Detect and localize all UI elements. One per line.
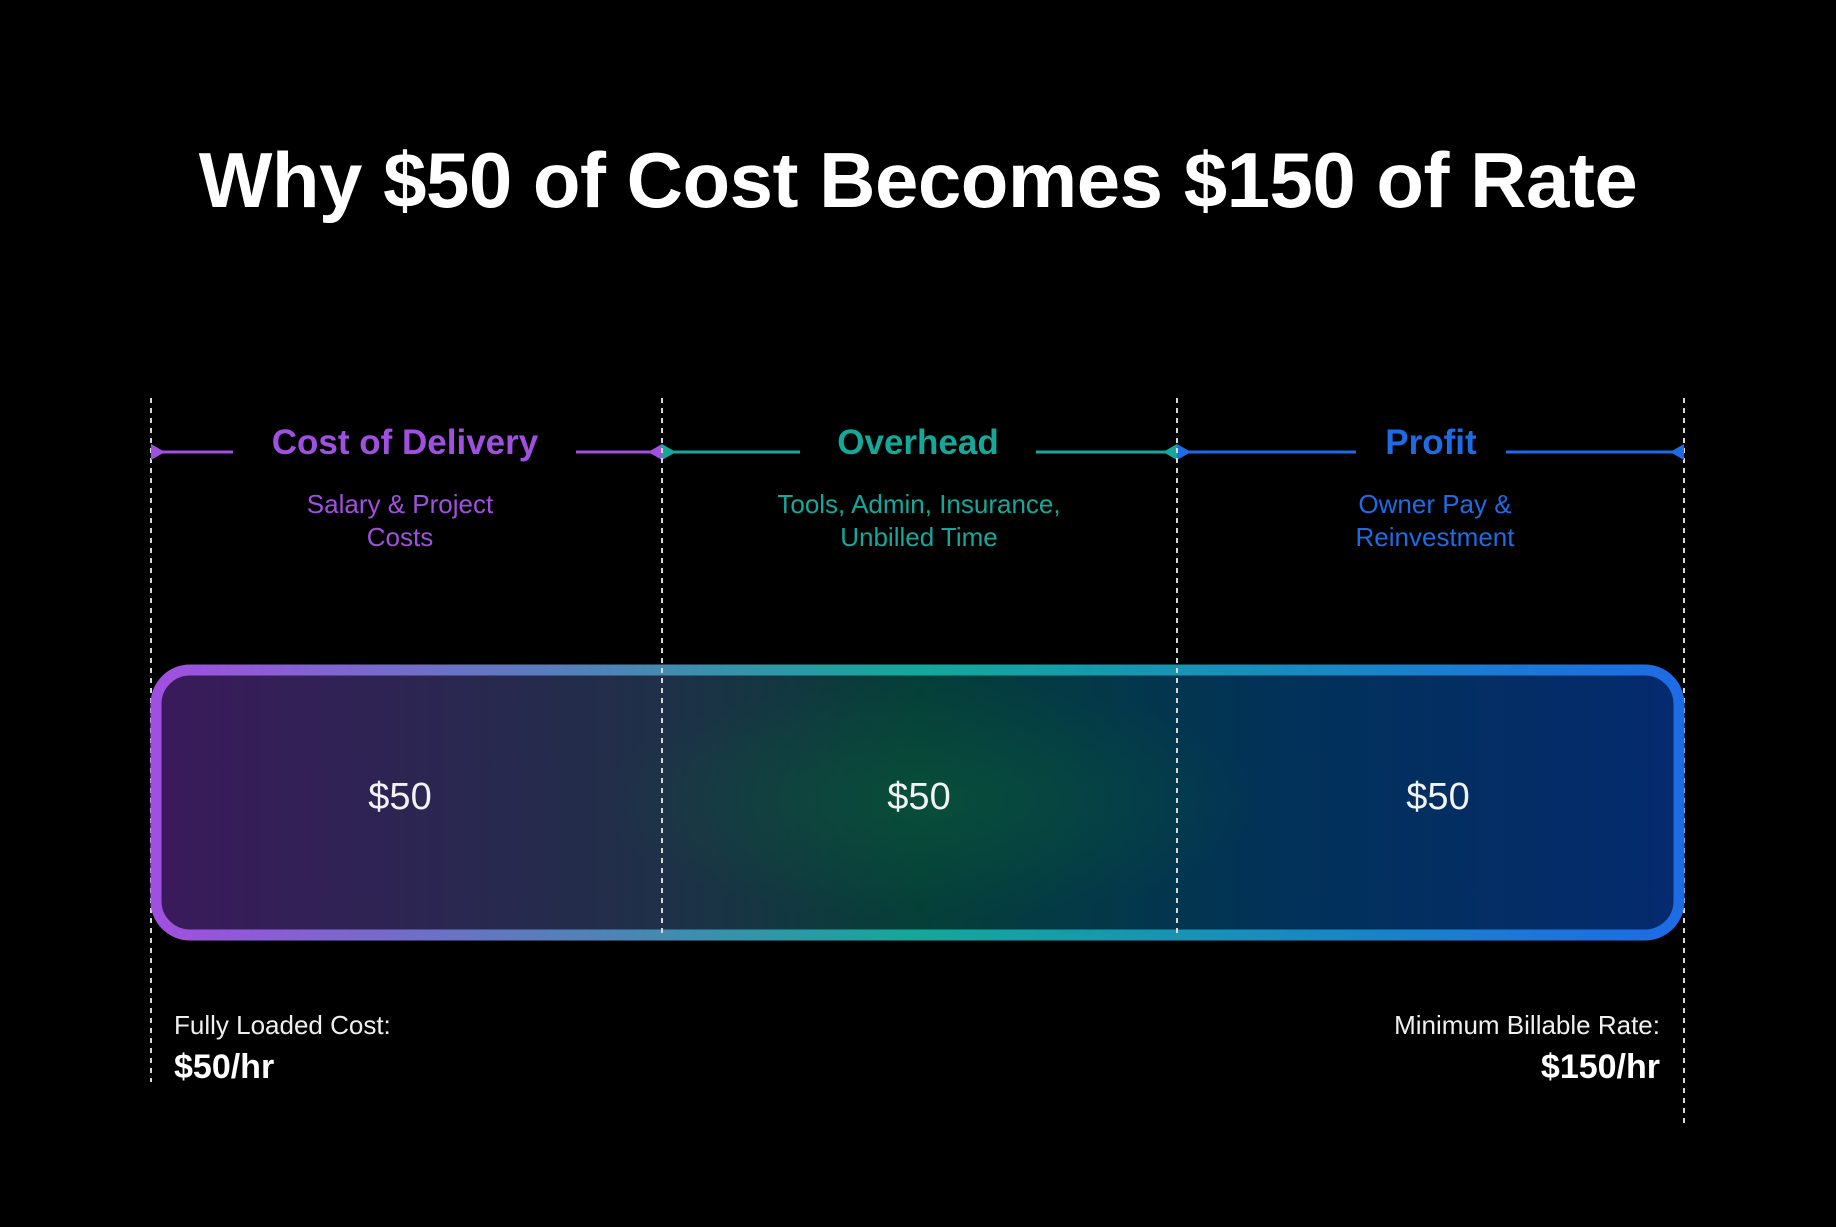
bracket-overhead bbox=[662, 444, 1177, 460]
segment-subtitle-profit: Owner Pay & Reinvestment bbox=[1355, 489, 1515, 552]
segment-value-overhead: $50 bbox=[887, 776, 951, 818]
segment-subtitle-overhead: Tools, Admin, Insurance, Unbilled Time bbox=[777, 489, 1061, 552]
bracket-delivery bbox=[151, 444, 662, 460]
segment-title-profit: Profit bbox=[1385, 423, 1477, 462]
minimum-billable-rate-label: Minimum Billable Rate: bbox=[1394, 1010, 1660, 1040]
fully-loaded-cost-label: Fully Loaded Cost: bbox=[174, 1010, 391, 1040]
fully-loaded-cost-value: $50/hr bbox=[174, 1048, 275, 1086]
segment-value-profit: $50 bbox=[1406, 776, 1470, 818]
segment-subtitle-delivery: Salary & Project Costs bbox=[306, 489, 494, 552]
segment-title-delivery: Cost of Delivery bbox=[271, 423, 539, 462]
page-title: Why $50 of Cost Becomes $150 of Rate bbox=[198, 136, 1638, 224]
segment-value-delivery: $50 bbox=[368, 776, 432, 818]
bracket-profit bbox=[1177, 444, 1684, 460]
minimum-billable-rate-value: $150/hr bbox=[1540, 1048, 1660, 1086]
segment-title-overhead: Overhead bbox=[837, 423, 999, 462]
